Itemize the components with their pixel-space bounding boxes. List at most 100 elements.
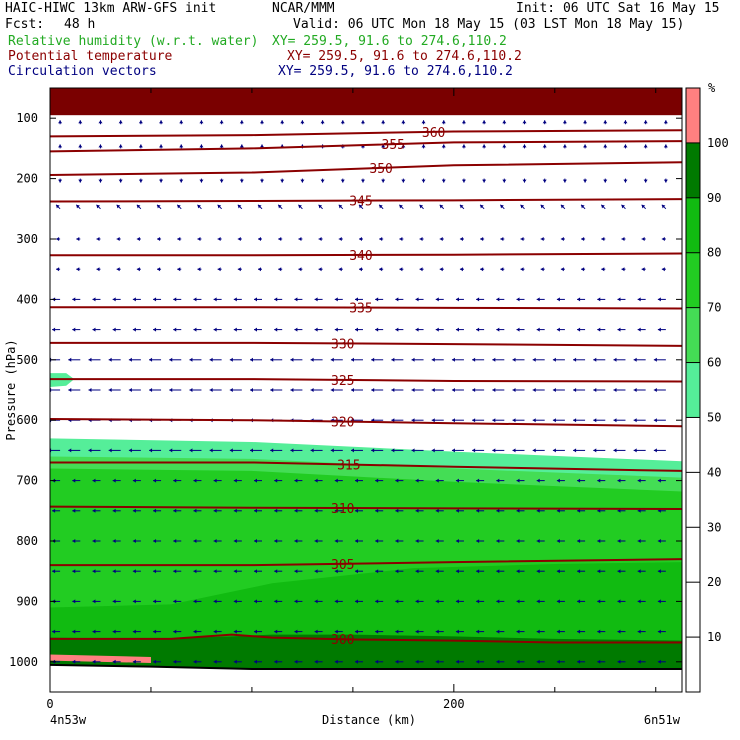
colorbar-label-30: 30 [707, 520, 721, 534]
wind-arrowhead [573, 448, 577, 453]
wind-arrowhead [593, 448, 597, 453]
wind-arrowhead [318, 204, 323, 209]
wind-arrowhead [92, 659, 96, 664]
wind-arrowhead [415, 539, 419, 543]
wind-arrowhead [52, 629, 56, 634]
wind-arrowhead [542, 120, 547, 124]
wind-arrowhead [496, 569, 500, 574]
wind-arrowhead [254, 599, 258, 604]
terrain-line [50, 663, 682, 671]
wind-arrowhead [496, 297, 500, 302]
wind-arrowhead [314, 478, 318, 483]
wind-arrowhead [536, 478, 540, 483]
wind-arrowhead [542, 179, 547, 183]
wind-arrowhead [193, 539, 197, 543]
wind-arrowhead [516, 478, 520, 483]
wind-arrowhead [512, 357, 516, 362]
wind-arrowhead [298, 267, 302, 272]
theta-contour-325 [50, 378, 682, 383]
wind-arrowhead [118, 179, 123, 183]
wind-arrowhead [112, 569, 116, 574]
wind-arrowhead [419, 267, 423, 272]
wind-arrowhead [334, 297, 338, 302]
wind-arrowhead [290, 357, 294, 362]
wind-arrowhead [492, 418, 496, 423]
wind-arrowhead [274, 539, 278, 543]
wind-arrowhead [601, 267, 605, 272]
wind-arrowhead [314, 629, 318, 634]
upper-dark-band [50, 88, 682, 116]
y-tick-label-500: 500 [16, 353, 38, 367]
wind-arrowhead [153, 599, 157, 604]
wind-arrowhead [128, 357, 132, 362]
wind-arrowhead [439, 204, 444, 209]
wind-arrowhead [455, 659, 459, 664]
wind-arrowhead [562, 144, 567, 148]
wind-arrowhead [189, 388, 193, 392]
wind-arrowhead [472, 388, 476, 392]
wind-arrowhead [189, 448, 193, 453]
wind-arrowhead [633, 388, 637, 392]
wind-arrowhead [72, 327, 76, 332]
wind-arrowhead [58, 144, 63, 148]
wind-arrowhead [496, 629, 500, 634]
wind-arrowhead [157, 267, 161, 272]
plot-frame [49, 87, 683, 693]
wind-arrowhead [536, 297, 540, 302]
y-tick-label-600: 600 [16, 413, 38, 427]
wind-arrowhead [500, 204, 504, 209]
wind-arrowhead [472, 448, 476, 453]
wind-arrowhead [653, 418, 657, 423]
x-tick-label-200: 200 [443, 697, 465, 711]
wind-arrowhead [58, 179, 63, 183]
wind-arrowhead [274, 478, 278, 483]
y-tick-label-300: 300 [16, 232, 38, 246]
wind-arrowhead [657, 659, 661, 664]
wind-arrowhead [556, 327, 560, 332]
wind-arrowhead [657, 629, 661, 634]
wind-arrowhead [138, 120, 143, 124]
wind-arrowhead [577, 297, 581, 302]
wind-arrowhead [239, 144, 244, 148]
wind-arrowhead [480, 204, 484, 209]
wind-arrowhead [260, 144, 265, 148]
wind-arrowhead [250, 357, 254, 362]
wind-arrowhead [663, 120, 668, 124]
wind-arrowhead [421, 144, 426, 148]
wind-arrowhead [455, 569, 459, 574]
wind-arrowhead [573, 418, 577, 423]
wind-arrowhead [274, 629, 278, 634]
wind-arrowhead [118, 144, 123, 148]
wind-arrowhead [441, 144, 446, 148]
x-right-endpoint: 6n51w [644, 713, 681, 727]
wind-arrowhead [233, 297, 237, 302]
wind-arrowhead [581, 204, 585, 209]
wind-arrowhead [314, 327, 318, 332]
wind-arrowhead [522, 179, 527, 183]
wind-arrowhead [395, 599, 399, 604]
wind-arrowhead [199, 120, 204, 124]
wind-arrowhead [375, 508, 379, 513]
wind-arrowhead [294, 539, 298, 543]
theta-label-335: 335 [349, 302, 372, 317]
wind-arrowhead [258, 204, 262, 209]
wind-arrowhead [173, 599, 177, 604]
wind-arrowhead [72, 297, 76, 302]
wind-arrowhead [395, 478, 399, 483]
wind-arrowhead [233, 478, 237, 483]
wind-arrowhead [213, 659, 217, 664]
wind-arrowhead [58, 120, 63, 124]
y-tick-label-700: 700 [16, 474, 38, 488]
wind-arrowhead [502, 120, 507, 124]
wind-arrowhead [391, 357, 395, 362]
wind-arrowhead [132, 508, 136, 513]
wind-arrowhead [613, 388, 617, 392]
colorbar-label-40: 40 [707, 465, 721, 479]
wind-arrowhead [431, 448, 435, 453]
wind-arrowhead [354, 508, 358, 513]
wind-arrowhead [239, 120, 244, 124]
x-tick-label-0: 0 [46, 697, 53, 711]
wind-arrowhead [577, 327, 581, 332]
wind-arrowhead [330, 388, 334, 392]
wind-arrowhead [522, 120, 527, 124]
